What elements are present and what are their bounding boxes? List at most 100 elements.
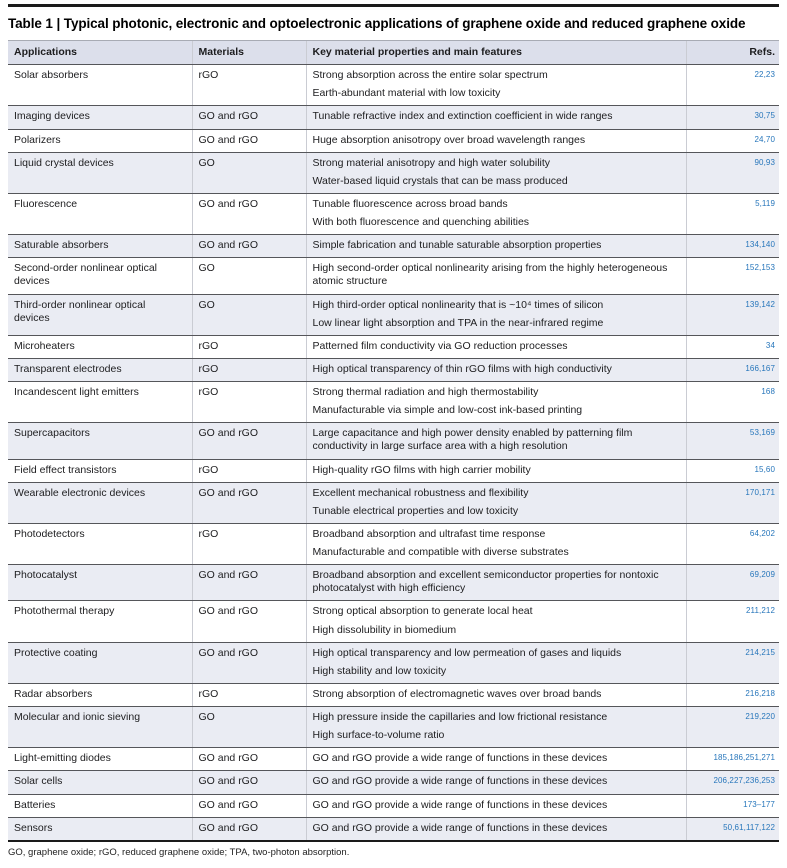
column-header-refs: Refs. <box>685 39 779 66</box>
table-row: Solar absorbers rGO Strong absorption acro… <box>8 64 779 107</box>
features-cell: High optical transparency and low permea… <box>305 642 686 684</box>
applications-table: Applications Materials Key material prop… <box>8 39 779 842</box>
refs-cell: 214,215 <box>685 642 779 684</box>
application-cell: Transparent electrodes <box>8 358 192 383</box>
features-cell: Strong material anisotropy and high wate… <box>305 152 686 194</box>
materials-cell: GO and rGO <box>191 817 306 842</box>
materials-cell: rGO <box>191 523 306 566</box>
table-row: Photodetectors rGO Broadband absorption an… <box>8 523 779 566</box>
refs-cell: 34 <box>685 335 779 359</box>
refs-cell: 206,227,236,253 <box>685 770 779 795</box>
features-cell: Strong optical absorption to generate lo… <box>305 600 686 643</box>
features-cell: GO and rGO provide a wide range of funct… <box>305 770 686 795</box>
application-cell: Fluorescence <box>8 193 192 236</box>
features-cell: Broadband absorption and ultrafast time … <box>305 523 686 566</box>
table-row: Batteries GO and rGO GO and rGO provide a … <box>8 794 779 818</box>
refs-link[interactable]: 139,142 <box>745 299 775 309</box>
application-cell: Solar absorbers <box>8 64 192 107</box>
application-cell: Radar absorbers <box>8 683 192 708</box>
table-row: Incandescent light emitters rGO Strong the… <box>8 381 779 424</box>
materials-cell: GO <box>191 294 306 336</box>
refs-link[interactable]: 5,119 <box>755 198 775 208</box>
materials-cell: rGO <box>191 358 306 383</box>
refs-link[interactable]: 134,140 <box>745 240 775 250</box>
refs-link[interactable]: 90,93 <box>754 157 775 167</box>
column-header-features: Key material properties and main feature… <box>305 39 686 66</box>
feature-line: GO and rGO provide a wide range of funct… <box>312 821 608 834</box>
feature-line: GO and rGO provide a wide range of funct… <box>312 752 608 765</box>
table-row: Fluorescence GO and rGO Tunable fluorescen… <box>8 193 779 236</box>
features-cell: High optical transparency of thin rGO fi… <box>305 358 686 383</box>
feature-line: Tunable electrical properties and low to… <box>312 504 519 517</box>
materials-cell: rGO <box>191 335 306 359</box>
refs-cell: 168 <box>685 381 779 424</box>
application-cell: Saturable absorbers <box>8 234 192 259</box>
refs-link[interactable]: 214,215 <box>745 647 775 657</box>
application-cell: Liquid crystal devices <box>8 152 192 194</box>
features-cell: Patterned film conductivity via GO reduc… <box>305 335 686 359</box>
refs-link[interactable]: 64,202 <box>749 528 775 538</box>
refs-link[interactable]: 22,23 <box>754 70 775 80</box>
feature-line: Excellent mechanical robustness and flex… <box>312 486 529 499</box>
refs-link[interactable]: 211,212 <box>745 606 775 616</box>
table-row: Molecular and ionic sieving GO High pressu… <box>8 706 779 749</box>
table-row: Photothermal therapy GO and rGO Strong opt… <box>8 600 779 643</box>
column-header-applications: Applications <box>8 39 192 66</box>
refs-link[interactable]: 166,167 <box>745 363 775 373</box>
feature-line: High optical transparency of thin rGO fi… <box>312 362 612 375</box>
refs-link[interactable]: 206,227,236,253 <box>713 776 775 786</box>
refs-link[interactable]: 69,209 <box>749 570 775 580</box>
application-cell: Field effect transistors <box>8 459 192 483</box>
refs-link[interactable]: 170,171 <box>745 487 775 497</box>
feature-line: High optical transparency and low permea… <box>312 646 622 659</box>
application-cell: Second-order nonlinear optical devices <box>8 257 192 295</box>
materials-cell: GO <box>191 706 306 749</box>
materials-cell: GO <box>191 152 306 194</box>
refs-link[interactable]: 30,75 <box>754 111 775 121</box>
materials-cell: GO and rGO <box>191 422 306 460</box>
feature-line: Earth-abundant material with low toxicit… <box>312 87 501 100</box>
materials-cell: rGO <box>191 64 306 107</box>
application-cell: Batteries <box>8 794 192 818</box>
refs-link[interactable]: 152,153 <box>745 263 775 273</box>
refs-link[interactable]: 15,60 <box>754 464 775 474</box>
table-row: Light-emitting diodes GO and rGO GO and rG… <box>8 747 779 772</box>
table-header: Applications Materials Key material prop… <box>8 39 779 66</box>
feature-line: High pressure inside the capillaries and… <box>312 711 608 723</box>
feature-line: Manufacturable via simple and low-cost i… <box>312 404 583 417</box>
materials-cell: GO and rGO <box>191 642 306 684</box>
application-cell: Incandescent light emitters <box>8 381 192 424</box>
refs-link[interactable]: 173–177 <box>743 799 775 809</box>
feature-line: Tunable fluorescence across broad bands <box>312 197 508 210</box>
table-row: Transparent electrodes rGO High optical tr… <box>8 358 779 383</box>
refs-link[interactable]: 53,169 <box>749 428 775 438</box>
features-cell: Simple fabrication and tunable saturable… <box>305 234 686 259</box>
application-cell: Supercapacitors <box>8 422 192 460</box>
refs-cell: 69,209 <box>685 564 779 602</box>
refs-link[interactable]: 24,70 <box>754 134 775 144</box>
feature-line: Strong material anisotropy and high wate… <box>312 156 551 169</box>
table-row: Field effect transistors rGO High-quality … <box>8 459 779 483</box>
refs-cell: 173–177 <box>685 794 779 818</box>
refs-cell: 152,153 <box>685 257 779 295</box>
table-row: Saturable absorbers GO and rGO Simple fabr… <box>8 234 779 259</box>
refs-link[interactable]: 185,186,251,271 <box>713 753 775 763</box>
refs-link[interactable]: 168 <box>761 387 775 396</box>
feature-line: Tunable refractive index and extinction … <box>312 110 613 123</box>
refs-cell: 24,70 <box>685 129 779 153</box>
table-row: Wearable electronic devices GO and rGO Exc… <box>8 482 779 524</box>
refs-link[interactable]: 34 <box>765 340 775 350</box>
column-header-materials: Materials <box>191 39 306 66</box>
table-row: Protective coating GO and rGO High optical… <box>8 642 779 684</box>
refs-link[interactable]: 219,220 <box>745 712 775 721</box>
refs-link[interactable]: 216,218 <box>745 688 775 698</box>
features-cell: GO and rGO provide a wide range of funct… <box>305 817 686 842</box>
feature-line: High third-order optical nonlinearity th… <box>312 298 604 311</box>
table-row: Liquid crystal devices GO Strong material … <box>8 152 779 194</box>
refs-cell: 134,140 <box>685 234 779 259</box>
application-cell: Solar cells <box>8 770 192 795</box>
refs-cell: 90,93 <box>685 152 779 194</box>
table-row: Polarizers GO and rGO Huge absorption anis… <box>8 129 779 153</box>
features-cell: Excellent mechanical robustness and flex… <box>305 482 686 524</box>
refs-link[interactable]: 50,61,117,122 <box>723 822 775 832</box>
